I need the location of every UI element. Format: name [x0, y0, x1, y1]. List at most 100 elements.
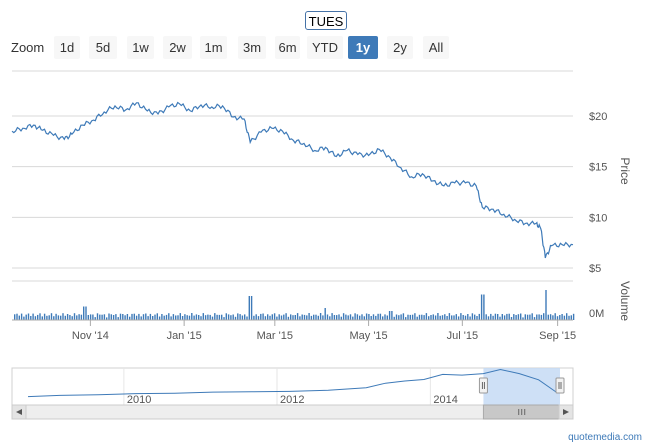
- volume-bar: [230, 315, 232, 320]
- volume-bar: [87, 315, 89, 320]
- price-tick-label: $20: [589, 111, 607, 123]
- volume-bar: [211, 316, 214, 320]
- volume-bar: [324, 308, 326, 320]
- volume-bar: [14, 314, 16, 320]
- zoom-label: Zoom: [11, 40, 45, 55]
- price-line: [11, 101, 574, 259]
- volume-bar: [110, 314, 112, 320]
- volume-bar: [382, 316, 384, 320]
- volume-bar: [483, 294, 485, 320]
- zoom-button-6m[interactable]: 6m: [275, 36, 300, 59]
- volume-bar: [561, 314, 563, 320]
- volume-bar: [469, 316, 471, 320]
- volume-bar: [57, 315, 60, 320]
- volume-bar: [510, 317, 513, 320]
- volume-bar: [299, 316, 301, 320]
- volume-bar: [18, 315, 20, 320]
- volume-bar: [39, 313, 41, 320]
- volume-bar: [490, 313, 492, 320]
- volume-bar: [273, 313, 276, 320]
- volume-bar: [336, 315, 338, 320]
- zoom-button-2w[interactable]: 2w: [163, 36, 192, 59]
- volume-bar: [168, 313, 170, 320]
- zoom-button-ytd[interactable]: YTD: [307, 36, 343, 59]
- volume-bar: [234, 316, 237, 320]
- navigator-handle-right[interactable]: [555, 377, 565, 394]
- volume-bar: [202, 313, 204, 320]
- volume-bar: [515, 315, 517, 320]
- volume-bar: [563, 315, 566, 320]
- volume-bar: [462, 315, 464, 320]
- volume-bar: [172, 314, 175, 320]
- volume-bar: [20, 313, 23, 320]
- volume-bar: [556, 316, 559, 320]
- zoom-button-2y[interactable]: 2y: [387, 36, 413, 59]
- zoom-button-1d[interactable]: 1d: [54, 36, 80, 59]
- volume-bar: [193, 315, 195, 320]
- volume-bar: [359, 315, 361, 320]
- volume-bar: [432, 314, 434, 320]
- zoom-button-1w[interactable]: 1w: [127, 36, 154, 59]
- x-tick-label: Jan '15: [167, 330, 202, 342]
- volume-bar: [457, 316, 460, 320]
- volume-bar: [177, 315, 179, 320]
- volume-bar: [175, 315, 177, 320]
- volume-bar: [393, 316, 395, 320]
- credit-link[interactable]: quotemedia.com: [568, 432, 642, 443]
- volume-bar: [499, 316, 501, 320]
- volume-bar: [142, 314, 145, 320]
- volume-bar: [50, 313, 53, 320]
- x-tick-label: Sep '15: [539, 330, 576, 342]
- volume-bar: [46, 315, 48, 320]
- volume-bar: [411, 314, 414, 320]
- volume-bar: [531, 313, 533, 320]
- volume-bar: [290, 314, 292, 320]
- volume-bar: [492, 315, 494, 320]
- volume-bar: [232, 314, 234, 320]
- volume-bar: [214, 313, 216, 320]
- volume-bar: [451, 315, 453, 320]
- volume-bar: [326, 314, 329, 320]
- volume-bar: [329, 316, 331, 320]
- volume-bar: [409, 314, 411, 320]
- volume-bar: [188, 315, 191, 320]
- volume-bar: [345, 314, 347, 320]
- navigator: 2010 2012 2014: [11, 367, 574, 420]
- volume-bar: [554, 313, 556, 320]
- zoom-button-all[interactable]: All: [423, 36, 449, 59]
- volume-bar: [223, 317, 225, 320]
- volume-bar: [135, 315, 138, 320]
- zoom-button-3m[interactable]: 3m: [238, 36, 266, 59]
- volume-bar: [552, 315, 554, 320]
- volume-bar: [55, 313, 57, 320]
- volume-bar: [455, 314, 457, 320]
- volume-bar: [221, 314, 223, 320]
- volume-bar: [446, 316, 448, 320]
- zoom-button-5d[interactable]: 5d: [89, 36, 117, 59]
- volume-bar: [508, 313, 510, 320]
- volume-bar: [471, 313, 474, 320]
- volume-bar: [338, 314, 340, 320]
- volume-bar: [506, 313, 508, 320]
- volume-bar: [227, 314, 230, 320]
- volume-bar: [257, 316, 260, 320]
- volume-bar: [365, 313, 368, 320]
- volume-bar: [117, 317, 119, 320]
- volume-bar: [140, 316, 142, 320]
- volume-bar: [388, 311, 391, 320]
- navigator-line: [27, 368, 561, 398]
- volume-bar: [303, 314, 306, 320]
- volume-bar: [23, 316, 25, 320]
- price-grid: [12, 70, 573, 282]
- arrow-right-icon: [563, 409, 569, 415]
- volume-bar: [520, 313, 522, 320]
- zoom-button-1y[interactable]: 1y: [348, 36, 378, 59]
- navigator-handle-left[interactable]: [478, 377, 488, 394]
- volume-bar: [310, 315, 313, 320]
- volume-bar: [526, 314, 529, 320]
- volume-bar: [439, 315, 441, 320]
- volume-bar: [27, 313, 30, 320]
- zoom-button-1m[interactable]: 1m: [200, 36, 227, 59]
- volume-bar: [278, 314, 280, 320]
